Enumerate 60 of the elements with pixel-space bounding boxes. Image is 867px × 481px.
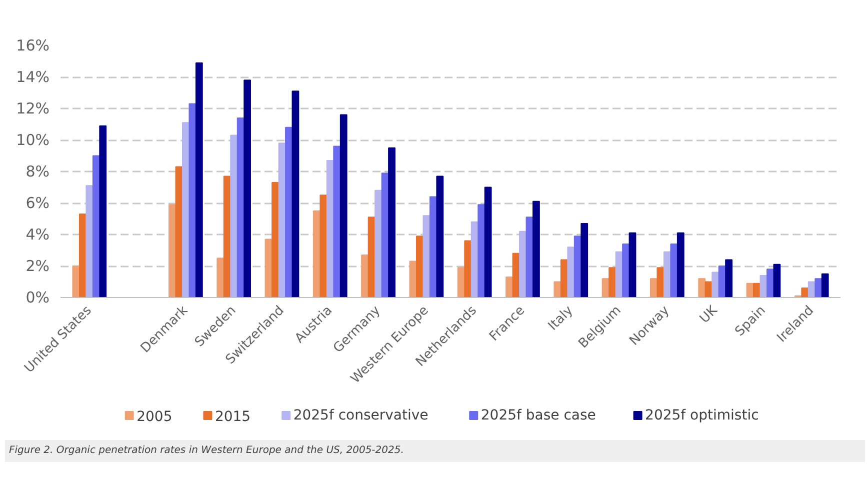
bar [725, 259, 732, 298]
legend-label: 2015 [214, 409, 251, 425]
bar [320, 194, 328, 298]
legend-label: 2025f conservative [293, 408, 428, 424]
bar [409, 260, 417, 298]
bar [464, 240, 472, 298]
bar [532, 200, 540, 298]
bar [216, 258, 224, 298]
y-tick-label: 4% [26, 226, 50, 244]
legend-label: 2025f base case [480, 408, 596, 424]
bar [676, 232, 684, 298]
bar [519, 230, 526, 298]
bar [292, 90, 300, 298]
y-tick-label: 0% [26, 288, 50, 306]
y-tick-label: 8% [26, 162, 50, 180]
caption: Figure 2. Organic penetration rates in Western Europe and the US, 2005-2025. [9, 444, 404, 458]
y-tick-label: 6% [26, 194, 50, 212]
bar [86, 185, 94, 298]
bar [99, 125, 107, 298]
bar [753, 282, 760, 298]
x-tick-label: UK [697, 302, 721, 327]
bar [773, 264, 781, 298]
bar [72, 266, 80, 298]
bar [230, 134, 238, 298]
bar [814, 278, 822, 298]
bar [175, 166, 183, 298]
bar [188, 103, 196, 298]
bar [580, 222, 588, 298]
y-tick-label: 12% [16, 100, 50, 118]
bar [195, 62, 203, 298]
y-tick-label: 10% [16, 131, 50, 149]
legend-label: 2025f optimistic [645, 408, 759, 424]
bar [608, 267, 616, 298]
bar [244, 80, 252, 298]
bar [698, 278, 706, 298]
bar [285, 126, 292, 298]
bar [554, 281, 562, 298]
bar [821, 273, 829, 298]
bar [340, 114, 348, 298]
bar [422, 215, 430, 298]
bar [388, 147, 396, 298]
bar [567, 246, 575, 298]
bar [272, 182, 279, 298]
bar [478, 204, 486, 298]
bar [670, 243, 678, 298]
bar [506, 276, 513, 298]
bar [801, 288, 809, 298]
bar [628, 232, 636, 298]
y-tick-label: 16% [16, 36, 50, 54]
legend-label: 2005 [136, 409, 172, 425]
y-tick-label: 14% [16, 68, 50, 86]
bar [712, 272, 720, 298]
bar [484, 186, 492, 298]
bar [333, 146, 341, 298]
bar [436, 176, 444, 298]
bar [361, 254, 368, 298]
bar [656, 267, 664, 298]
bar [374, 190, 382, 298]
y-tick-label: 2% [26, 257, 50, 275]
bar [622, 243, 630, 298]
